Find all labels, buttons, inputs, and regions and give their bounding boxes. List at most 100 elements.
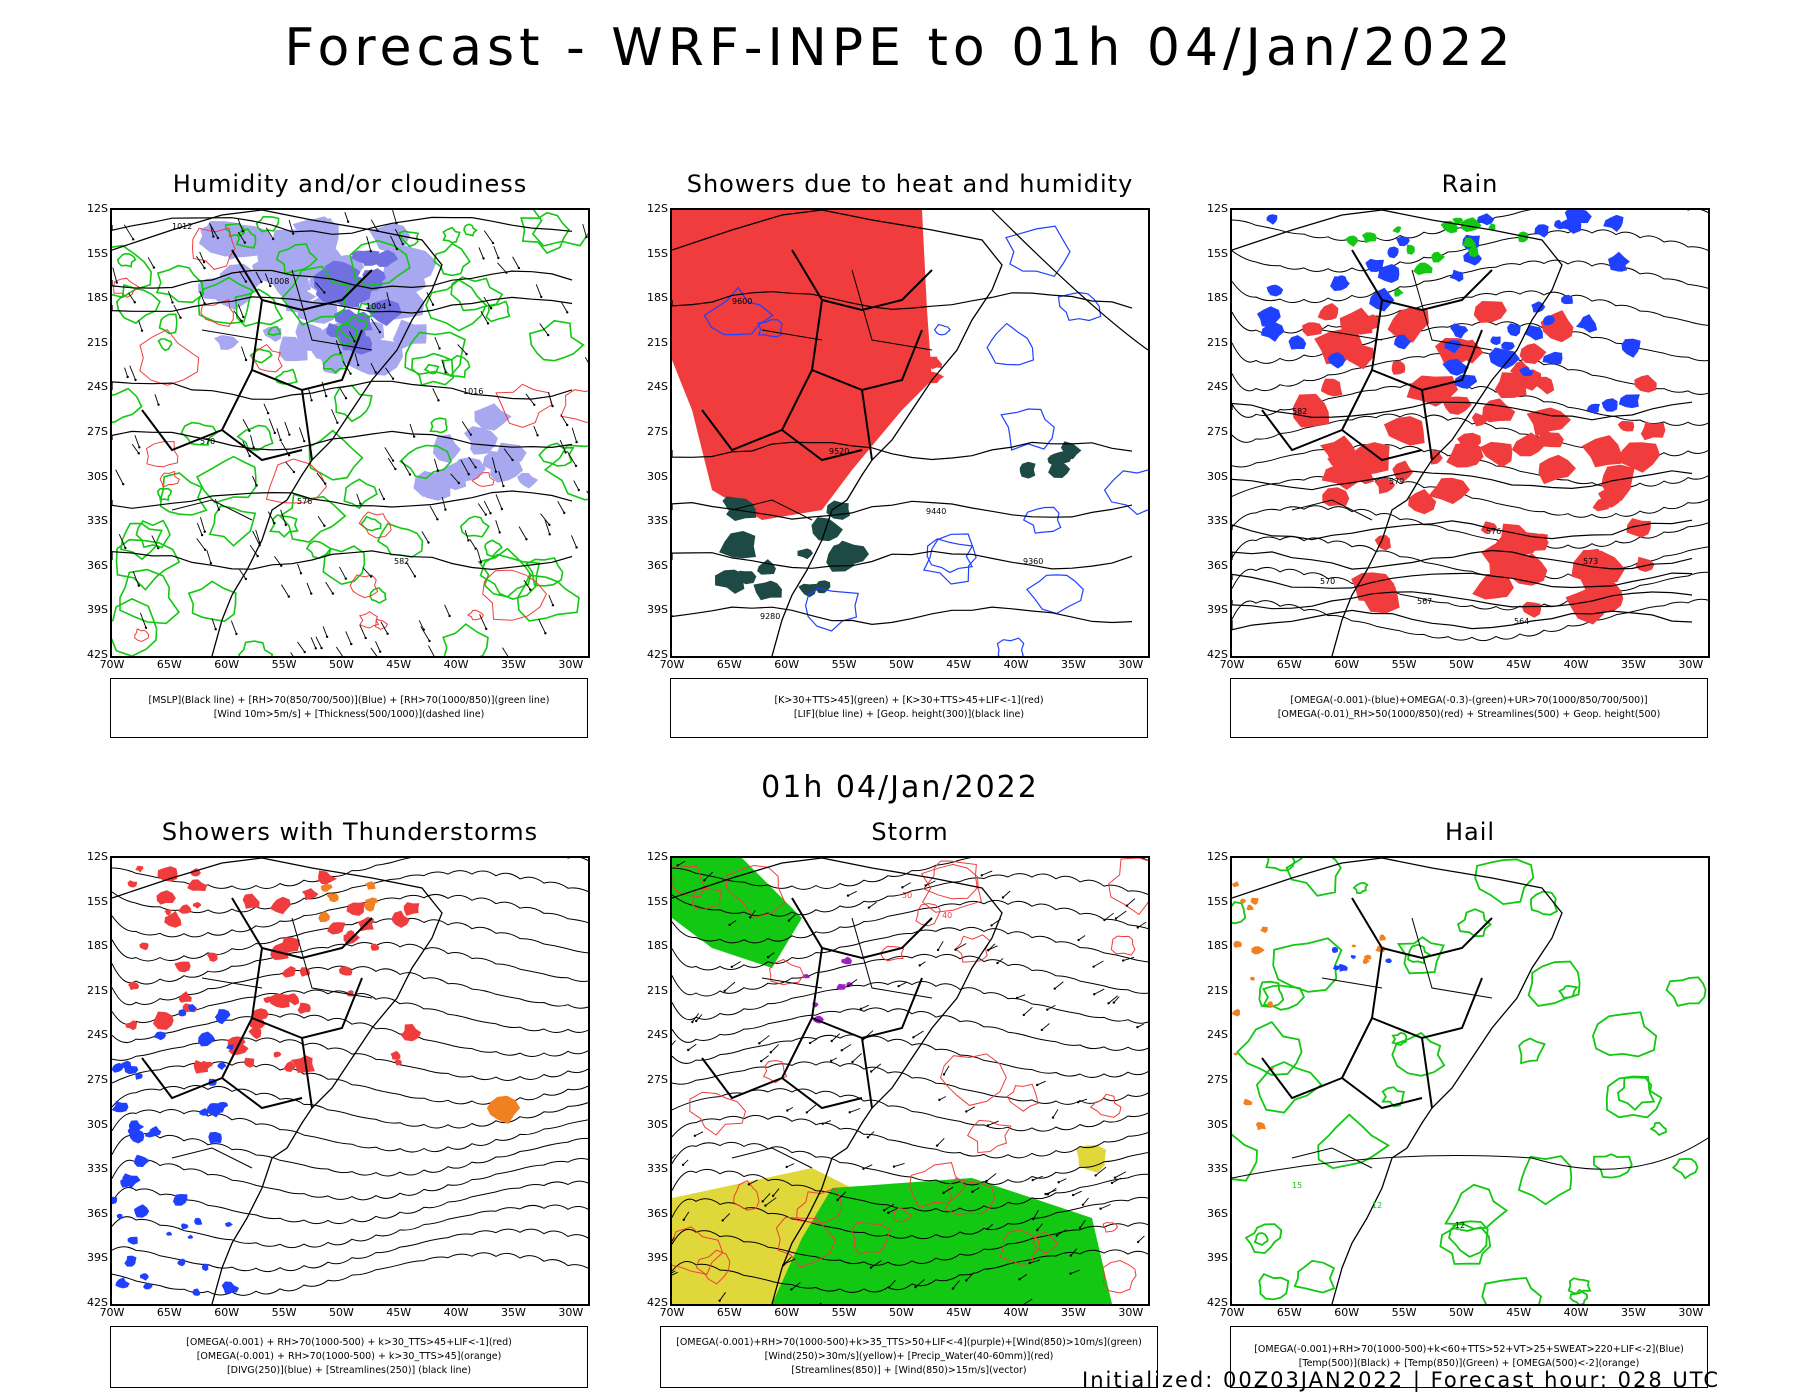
- precip-water-red: [892, 1207, 912, 1223]
- lon-tick-label: 30W: [1118, 658, 1144, 671]
- wind-vector: [196, 538, 206, 551]
- wind-vector: [495, 494, 503, 510]
- wind-vector: [538, 618, 546, 634]
- rh-blue-core: [365, 299, 402, 326]
- wind-vector-head: [137, 584, 140, 587]
- contour-label: 1016: [463, 387, 483, 396]
- divg-blue: [112, 1196, 118, 1205]
- wind-vector: [586, 490, 588, 494]
- precip-water-red: [689, 1091, 747, 1136]
- wind-vector: [831, 1033, 841, 1042]
- omega500-orange: [1232, 881, 1240, 888]
- wind-vector-head: [866, 1136, 870, 1139]
- wind-vector: [211, 618, 217, 630]
- omega-green: [1452, 217, 1464, 225]
- lon-tick-label: 40W: [1003, 658, 1029, 671]
- omega-red: [1302, 322, 1323, 337]
- precip-water-red: [769, 958, 805, 986]
- thunder-red: [283, 1060, 297, 1072]
- wind-vector-head: [408, 473, 412, 476]
- thunder-orange: [320, 884, 333, 892]
- contour-line: [1232, 470, 1693, 491]
- temp850-green: [1456, 908, 1492, 938]
- wind-vector-head: [364, 636, 367, 640]
- wind-vector-head: [1036, 1228, 1039, 1232]
- wind-vector-head: [1110, 1181, 1114, 1185]
- omega-blue: [1519, 366, 1534, 377]
- k-tts-green: [757, 559, 776, 575]
- wind-vector: [392, 210, 397, 224]
- wind-vector-head: [575, 546, 578, 549]
- wind-vector: [1079, 1219, 1086, 1229]
- temp850-green: [1391, 1032, 1408, 1047]
- divg-blue: [215, 1015, 227, 1025]
- lat-tick-label: 24S: [1207, 380, 1228, 394]
- lat-tick-label: 36S: [647, 1206, 668, 1220]
- wind-vector: [502, 647, 509, 656]
- contour-label: 573: [1583, 557, 1598, 566]
- lon-tick-label: 65W: [156, 658, 182, 671]
- thickness-line: [466, 609, 485, 621]
- country-borders: [141, 249, 373, 462]
- wind-vector: [233, 310, 242, 322]
- wind-vector: [378, 488, 385, 500]
- thunder-red: [125, 1020, 138, 1031]
- temp850-green: [1517, 1155, 1573, 1206]
- wind-vector-head: [533, 403, 536, 407]
- lif-blue-line: [926, 538, 974, 574]
- contour-label: 40: [942, 911, 952, 920]
- wind-vector-head: [676, 864, 679, 867]
- thunder-red: [291, 1055, 315, 1073]
- thunder-red: [156, 890, 176, 905]
- omega-red: [1617, 420, 1635, 432]
- wind-vector: [441, 359, 447, 373]
- wind-vector-head: [346, 220, 350, 223]
- wind-vector: [1072, 1190, 1082, 1196]
- thunder-red: [164, 911, 182, 928]
- panel-showers-heat: Showers due to heat and humidity 9600 952…: [630, 170, 1190, 738]
- lat-tick-label: 15S: [87, 894, 108, 908]
- wind-vector-head: [990, 924, 993, 927]
- lon-tick-label: 60W: [774, 1306, 800, 1319]
- lat-tick-label: 36S: [1207, 558, 1228, 572]
- omega-red: [1479, 441, 1513, 468]
- divg-blue: [153, 1031, 167, 1041]
- contour-line: [1232, 591, 1693, 610]
- wind-vector-head: [525, 538, 528, 541]
- wind-vector: [518, 526, 527, 540]
- rh-blue-area: [433, 434, 461, 463]
- wind-vector-head: [723, 989, 726, 992]
- wind-vector: [366, 236, 372, 252]
- wind-vector: [547, 392, 553, 407]
- omega-red: [1526, 407, 1572, 437]
- lon-tick-label: 50W: [1448, 1306, 1474, 1319]
- map-svg: [112, 858, 588, 1304]
- map-area: 50 40: [670, 856, 1150, 1306]
- temp850-green: [1391, 1031, 1446, 1077]
- wind-vector: [694, 1131, 704, 1137]
- wind-vector-head: [965, 1279, 968, 1282]
- rh-blue-core: [352, 250, 371, 264]
- lat-tick-label: 18S: [87, 939, 108, 953]
- divg-blue: [178, 1009, 187, 1017]
- wind-vector-head: [1125, 904, 1129, 907]
- lat-tick-label: 24S: [647, 1028, 668, 1042]
- omega500-orange: [1250, 976, 1255, 981]
- k-tts-green: [834, 540, 869, 569]
- wind-vector: [915, 1279, 925, 1288]
- wind-vector: [450, 473, 460, 484]
- wind-vector: [483, 500, 491, 514]
- wind-vector-head: [214, 628, 217, 631]
- wind-vector: [722, 1213, 731, 1221]
- wind-vector-head: [336, 421, 339, 424]
- contour-label: 9360: [1023, 557, 1043, 566]
- lon-tick-label: 60W: [1334, 658, 1360, 671]
- wind-vector: [841, 1044, 852, 1051]
- lat-tick-label: 24S: [87, 380, 108, 394]
- wind-vector: [1058, 1178, 1067, 1183]
- divg-blue: [112, 1062, 124, 1073]
- legend-line: [K>30+TTS>45](green) + [K>30+TTS>45+LIF<…: [774, 695, 1044, 706]
- wind-vector-head: [349, 372, 352, 375]
- contour-line: [1232, 549, 1693, 570]
- precip-water-red: [920, 863, 982, 913]
